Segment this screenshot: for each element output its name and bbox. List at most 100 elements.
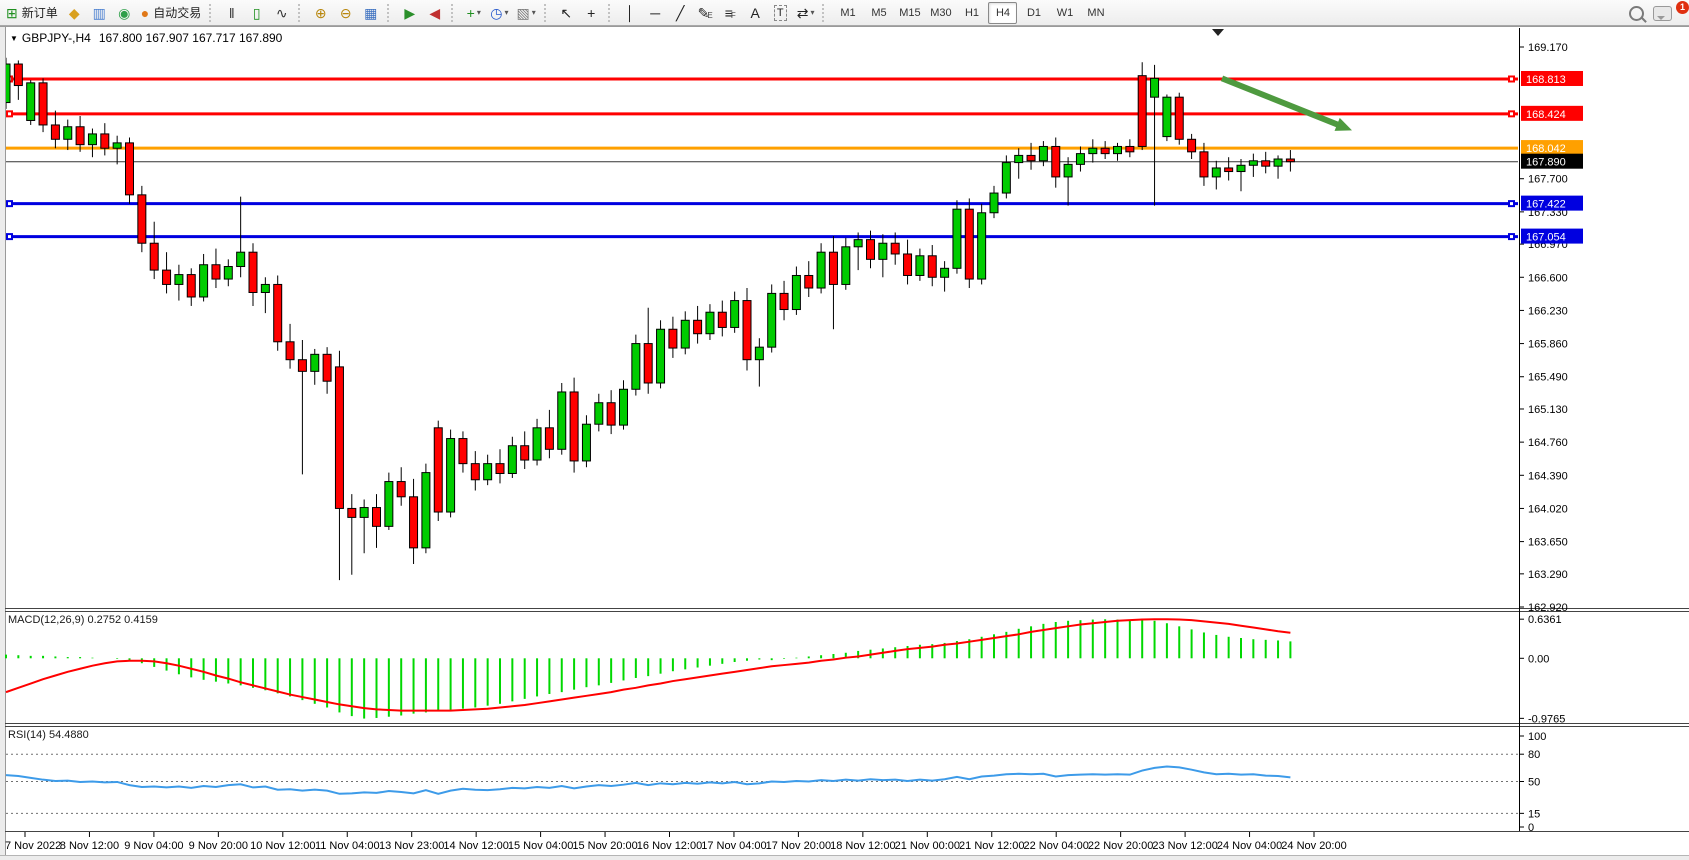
candle-body — [87, 133, 97, 146]
candle-body — [75, 126, 85, 146]
timeframe-button-M30[interactable]: M30 — [930, 6, 952, 19]
candle-body — [853, 239, 863, 248]
fibonacci-button[interactable]: ≡ F — [719, 2, 742, 24]
candle-body — [1174, 96, 1184, 140]
candle-body — [310, 353, 320, 372]
line-chart-button[interactable]: ∿ — [270, 2, 293, 24]
chart-symbol-period: GBPJPY-,H4 — [21, 31, 91, 45]
zoom-in-button[interactable]: ⊕ — [309, 2, 332, 24]
timeframe-button-H1[interactable]: H1 — [964, 6, 979, 19]
crosshair-button[interactable]: + — [580, 2, 603, 24]
price-tick-label: 162.920 — [1528, 602, 1568, 614]
periods-button[interactable]: ◷ ▾ — [487, 2, 511, 24]
auto-scroll-button[interactable]: ▶ — [398, 2, 421, 24]
candle-body — [446, 438, 456, 513]
time-tick-label: 11 Nov 04:00 — [315, 840, 380, 852]
market-watch-button[interactable]: ◆ — [63, 2, 86, 24]
timeframe-button-M1[interactable]: M1 — [840, 6, 856, 19]
timeframe-button-MN[interactable]: MN — [1087, 6, 1105, 19]
rsi-pane: 100 80 50 15 0 — [5, 731, 1546, 834]
candle-body — [1261, 160, 1271, 167]
trendline-icon: ╱ — [676, 4, 685, 21]
search-button[interactable] — [1625, 2, 1648, 24]
signals-button[interactable]: ◉ — [113, 2, 136, 24]
text-label-button[interactable]: T — [769, 2, 792, 24]
new-order-button[interactable]: ⊞ 新订单 — [3, 2, 61, 24]
text-button[interactable]: A — [744, 2, 767, 24]
market-watch-icon: ◆ — [68, 4, 80, 21]
timeframe-button-M15[interactable]: M15 — [899, 6, 921, 19]
arrows-button[interactable]: ⇄ ▾ — [794, 2, 818, 24]
timeframe-button-H4[interactable]: H4 — [988, 1, 1018, 24]
price-tick-label: 164.760 — [1528, 437, 1568, 449]
candle-body — [903, 253, 913, 276]
toolbar-separator — [607, 3, 615, 22]
line-chart-icon: ∿ — [275, 4, 288, 21]
timeframe-toolbar: M1 M5 M15 M30 H1 H4 D1 W1 MN — [832, 0, 1111, 26]
candlestick-chart-button[interactable]: ▯ — [245, 2, 268, 24]
trendline-button[interactable]: ╱ — [669, 2, 692, 24]
time-tick-label: 17 Nov 04:00 — [701, 840, 766, 852]
chevron-down-icon: ▾ — [531, 8, 536, 17]
candle-body — [409, 496, 419, 549]
timeframe-button-M5[interactable]: M5 — [871, 6, 887, 19]
candle-body — [174, 274, 184, 285]
price-badge — [1521, 140, 1583, 156]
price-tick-label: 163.650 — [1528, 537, 1568, 549]
timeframe-button-D1[interactable]: D1 — [1026, 6, 1041, 19]
macd-header: MACD(12,26,9) 0.2752 0.4159 — [8, 614, 158, 626]
equidistant-channel-icon: ✎ — [697, 4, 710, 21]
auto-trading-button[interactable]: ● 自动交易 — [138, 2, 204, 24]
toolbar-group: │ ─ ╱ ✎ E ≡ F A T ⇄ ▾ — [618, 0, 819, 26]
toolbar-separator — [543, 3, 551, 22]
candle-body — [483, 463, 493, 481]
cursor-button[interactable]: ↖ — [555, 2, 578, 24]
price-tick-label: 165.490 — [1528, 372, 1568, 384]
candle-body — [1063, 163, 1073, 178]
toolbar-group: ⊕ ⊖ ▦ — [308, 0, 383, 26]
candle-body — [236, 251, 246, 268]
chart-ohlc-values: 167.800 167.907 167.717 167.890 — [98, 31, 283, 45]
main-toolbar: ⊞ 新订单 ◆ ▥ ◉ ● 自动交易 ‖ ▯ ∿ ⊕ ⊖ ▦ ▶ ◀ + ▾ ◷ ▾ ▧ ▾ ↖ + │ ─ ╱ ✎ E ≡ F A T ⇄ ▾ M… — [0, 0, 1689, 26]
tile-windows-button[interactable]: ▦ — [359, 2, 382, 24]
candle-body — [1199, 151, 1209, 178]
equidistant-channel-button[interactable]: ✎ E — [694, 2, 717, 24]
templates-button[interactable]: ▧ ▾ — [513, 2, 538, 24]
candle-body — [248, 251, 258, 294]
candle-body — [211, 264, 221, 280]
candle-body — [6, 63, 11, 104]
toolbar-group: ▶ ◀ — [397, 0, 447, 26]
candle-body — [643, 343, 653, 384]
candle-body — [940, 267, 950, 278]
vertical-line-button[interactable]: │ — [619, 2, 642, 24]
timeframe-button-W1[interactable]: W1 — [1056, 6, 1074, 19]
notification-badge: 1 — [1676, 1, 1689, 14]
toolbar-separator — [451, 3, 458, 22]
candle-body — [878, 242, 888, 260]
collapse-triangle-icon[interactable]: ▼ — [10, 34, 18, 43]
data-window-button[interactable]: ▥ — [88, 2, 111, 24]
templates-icon: ▧ — [516, 4, 530, 21]
bottom-strip — [0, 856, 1689, 860]
price-tick-label: 165.130 — [1528, 404, 1568, 416]
candle-body — [162, 269, 172, 285]
candle-body — [730, 300, 740, 328]
time-tick-label: 15 Nov 04:00 — [508, 840, 573, 852]
time-tick-label: 24 Nov 20:00 — [1281, 840, 1346, 852]
bar-chart-button[interactable]: ‖ — [220, 2, 243, 24]
trend-arrow[interactable] — [1220, 75, 1344, 130]
price-badges-layer: 168.813 168.424 168.042 167.422 167.054 167.8… — [1521, 70, 1583, 244]
price-tick-label: 167.700 — [1528, 174, 1568, 186]
candle-body — [594, 402, 604, 425]
notifications-button[interactable]: 1 — [1650, 1, 1689, 24]
chart-shift-button[interactable]: ◀ — [423, 2, 446, 24]
indicators-button[interactable]: + ▾ — [462, 2, 485, 24]
candle-body — [606, 402, 616, 426]
zoom-out-button[interactable]: ⊖ — [334, 2, 357, 24]
price-badge-label: 167.054 — [1526, 232, 1566, 244]
horizontal-line-button[interactable]: ─ — [644, 2, 667, 24]
time-tick-label: 23 Nov 12:00 — [1152, 840, 1217, 852]
candle-body — [767, 292, 777, 348]
